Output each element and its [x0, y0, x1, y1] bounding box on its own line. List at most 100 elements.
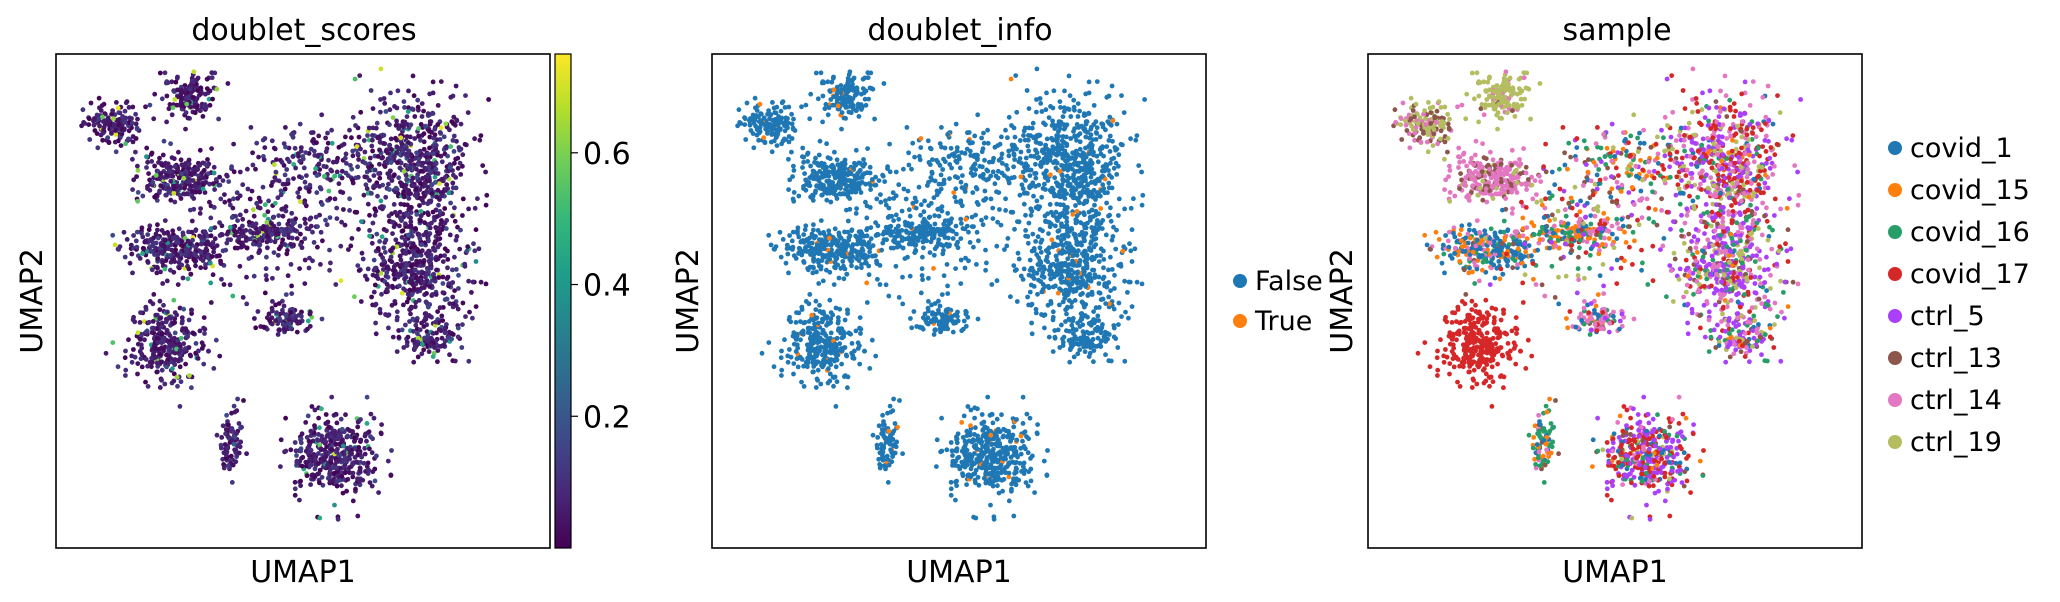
data-point: [184, 259, 190, 264]
data-point: [213, 177, 219, 182]
data-point: [106, 139, 112, 145]
data-point: [347, 450, 353, 456]
data-point: [237, 263, 243, 269]
data-point: [283, 292, 289, 297]
data-point: [454, 138, 459, 144]
data-point: [432, 217, 437, 223]
data-point: [198, 250, 204, 256]
data-point: [812, 321, 817, 327]
data-point: [786, 270, 791, 276]
data-point: [316, 415, 321, 421]
data-point: [181, 341, 187, 347]
data-point: [202, 229, 208, 235]
data-point: [407, 205, 412, 210]
data-point: [167, 347, 173, 353]
data-point: [837, 306, 843, 312]
data-point: [146, 171, 152, 177]
data-point: [321, 163, 327, 169]
data-point: [801, 159, 806, 165]
data-point: [207, 102, 213, 108]
data-point: [1053, 165, 1059, 171]
data-point: [137, 320, 143, 325]
data-point: [162, 237, 168, 243]
data-point: [446, 190, 452, 196]
data-point: [217, 182, 223, 188]
data-point: [1023, 155, 1029, 161]
data-point: [250, 207, 256, 213]
data-point: [933, 316, 939, 322]
data-point: [364, 438, 369, 444]
data-point: [382, 249, 388, 255]
data-point: [230, 428, 236, 434]
data-point: [438, 193, 444, 199]
data-point: [298, 231, 303, 237]
data-point: [144, 145, 150, 151]
data-point: [213, 337, 219, 343]
data-point: [414, 175, 420, 181]
data-point: [770, 100, 775, 105]
data-point: [88, 100, 94, 106]
data-point: [286, 317, 292, 323]
data-point: [425, 111, 431, 117]
data-point: [126, 337, 131, 343]
data-point: [847, 196, 853, 201]
data-point: [972, 133, 978, 139]
data-point: [157, 155, 162, 161]
data-point: [347, 196, 352, 202]
data-point: [384, 281, 390, 287]
data-point: [444, 322, 449, 327]
data-point: [396, 175, 402, 181]
data-point: [405, 334, 411, 340]
data-point: [175, 74, 180, 80]
data-point: [187, 86, 193, 92]
data-point: [405, 109, 411, 114]
data-point: [400, 148, 406, 154]
data-point: [845, 385, 850, 391]
data-point: [394, 349, 400, 354]
data-point: [463, 93, 468, 98]
data-point: [475, 196, 480, 202]
data-point: [464, 248, 470, 254]
data-point: [432, 132, 438, 138]
data-point: [849, 228, 854, 234]
data-point: [842, 317, 848, 323]
data-point: [154, 326, 160, 331]
data-point: [824, 197, 830, 203]
data-point: [854, 85, 860, 91]
data-point: [426, 164, 432, 170]
data-point: [409, 256, 415, 262]
data-point: [467, 309, 472, 315]
data-point: [193, 245, 199, 250]
data-point: [766, 340, 772, 345]
data-point: [291, 176, 296, 182]
data-point: [157, 176, 163, 182]
data-point: [309, 130, 314, 136]
data-point: [930, 310, 936, 316]
data-point: [847, 170, 853, 176]
data-point: [165, 80, 171, 86]
data-point: [874, 196, 880, 202]
data-point: [122, 355, 128, 361]
data-point: [823, 253, 829, 258]
data-point: [455, 325, 461, 331]
data-point: [421, 108, 426, 114]
data-point: [433, 292, 439, 297]
data-point: [367, 155, 373, 161]
data-point: [413, 300, 419, 305]
data-point: [369, 163, 374, 169]
data-point: [374, 453, 379, 459]
data-point: [236, 421, 242, 426]
data-point: [375, 154, 381, 159]
data-point: [161, 138, 167, 144]
data-point: [264, 254, 269, 260]
data-point: [146, 227, 152, 233]
data-point: [979, 135, 984, 141]
data-point: [350, 470, 356, 476]
data-point: [235, 245, 241, 251]
data-point: [1128, 205, 1134, 211]
data-point: [306, 189, 312, 194]
data-point: [395, 88, 401, 94]
data-point: [443, 226, 449, 232]
data-point: [231, 403, 237, 409]
data-point: [838, 90, 844, 96]
